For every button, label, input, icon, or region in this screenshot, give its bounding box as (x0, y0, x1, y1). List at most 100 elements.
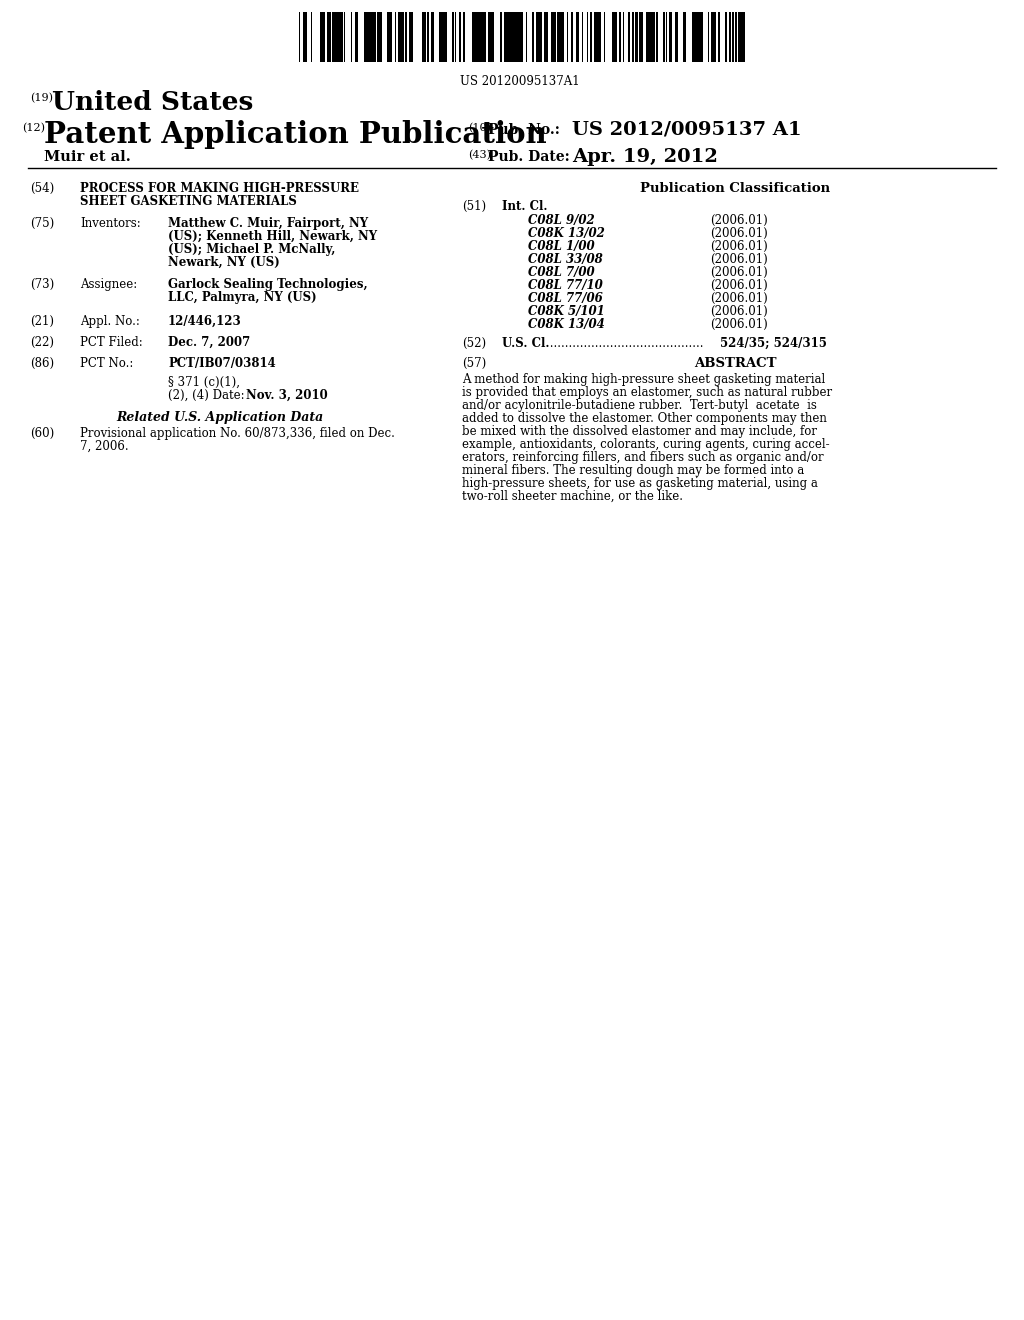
Bar (337, 12, 339, 62)
Bar (432, 12, 433, 62)
Text: (2006.01): (2006.01) (710, 292, 768, 305)
Text: (54): (54) (30, 182, 54, 195)
Bar (401, 12, 402, 62)
Text: ABSTRACT: ABSTRACT (693, 356, 776, 370)
Text: Int. Cl.: Int. Cl. (502, 201, 548, 213)
Text: US 2012/0095137 A1: US 2012/0095137 A1 (572, 120, 802, 139)
Bar (587, 12, 588, 62)
Text: erators, reinforcing fillers, and fibers such as organic and/or: erators, reinforcing fillers, and fibers… (462, 451, 823, 465)
Bar (536, 12, 539, 62)
Bar (339, 12, 341, 62)
Text: U.S. Cl.: U.S. Cl. (502, 337, 550, 350)
Bar (372, 12, 374, 62)
Text: (86): (86) (30, 356, 54, 370)
Text: PCT/IB07/03814: PCT/IB07/03814 (168, 356, 275, 370)
Bar (412, 12, 413, 62)
Text: (US); Kenneth Hill, Newark, NY: (US); Kenneth Hill, Newark, NY (168, 230, 377, 243)
Text: (75): (75) (30, 216, 54, 230)
Bar (675, 12, 678, 62)
Text: Pub. Date:: Pub. Date: (488, 150, 569, 164)
Bar (327, 12, 329, 62)
Text: LLC, Palmyra, NY (US): LLC, Palmyra, NY (US) (168, 290, 316, 304)
Text: (21): (21) (30, 315, 54, 327)
Text: (60): (60) (30, 426, 54, 440)
Text: Nov. 3, 2010: Nov. 3, 2010 (246, 389, 328, 403)
Text: Publication Classification: Publication Classification (640, 182, 830, 195)
Bar (640, 12, 641, 62)
Text: 12/446,123: 12/446,123 (168, 315, 242, 327)
Text: C08L 9/02: C08L 9/02 (528, 214, 595, 227)
Text: United States: United States (52, 90, 253, 115)
Bar (367, 12, 369, 62)
Bar (452, 12, 454, 62)
Bar (409, 12, 412, 62)
Bar (714, 12, 716, 62)
Bar (504, 12, 507, 62)
Text: C08K 13/04: C08K 13/04 (528, 318, 605, 331)
Bar (519, 12, 522, 62)
Text: Muir et al.: Muir et al. (44, 150, 131, 164)
Bar (310, 12, 312, 62)
Text: (US); Michael P. McNally,: (US); Michael P. McNally, (168, 243, 336, 256)
Bar (628, 12, 630, 62)
Bar (478, 12, 480, 62)
Bar (739, 12, 742, 62)
Text: (57): (57) (462, 356, 486, 370)
Text: Appl. No.:: Appl. No.: (80, 315, 140, 327)
Bar (324, 12, 325, 62)
Bar (303, 12, 305, 62)
Bar (552, 12, 553, 62)
Bar (379, 12, 382, 62)
Text: C08L 77/06: C08L 77/06 (528, 292, 603, 305)
Bar (562, 12, 564, 62)
Text: (2006.01): (2006.01) (710, 214, 768, 227)
Bar (481, 12, 483, 62)
Bar (515, 12, 516, 62)
Bar (635, 12, 638, 62)
Bar (612, 12, 615, 62)
Text: (2006.01): (2006.01) (710, 279, 768, 292)
Text: Related U.S. Application Data: Related U.S. Application Data (117, 411, 324, 424)
Bar (669, 12, 672, 62)
Text: 7, 2006.: 7, 2006. (80, 440, 129, 453)
Text: is provided that employs an elastomer, such as natural rubber: is provided that employs an elastomer, s… (462, 385, 833, 399)
Bar (560, 12, 562, 62)
Bar (683, 12, 684, 62)
Text: C08K 13/02: C08K 13/02 (528, 227, 605, 240)
Bar (597, 12, 600, 62)
Bar (512, 12, 514, 62)
Bar (546, 12, 548, 62)
Text: Apr. 19, 2012: Apr. 19, 2012 (572, 148, 718, 166)
Text: (2006.01): (2006.01) (710, 305, 768, 318)
Text: be mixed with the dissolved elastomer and may include, for: be mixed with the dissolved elastomer an… (462, 425, 817, 438)
Text: PCT No.:: PCT No.: (80, 356, 133, 370)
Text: (12): (12) (22, 123, 45, 133)
Bar (305, 12, 306, 62)
Bar (374, 12, 376, 62)
Text: added to dissolve the elastomer. Other components may then: added to dissolve the elastomer. Other c… (462, 412, 826, 425)
Bar (364, 12, 365, 62)
Text: C08L 7/00: C08L 7/00 (528, 267, 595, 279)
Text: Garlock Sealing Technologies,: Garlock Sealing Technologies, (168, 279, 368, 290)
Text: Dec. 7, 2007: Dec. 7, 2007 (168, 337, 250, 348)
Bar (701, 12, 703, 62)
Bar (651, 12, 654, 62)
Bar (544, 12, 546, 62)
Bar (708, 12, 709, 62)
Bar (440, 12, 442, 62)
Text: mineral fibers. The resulting dough may be formed into a: mineral fibers. The resulting dough may … (462, 465, 804, 477)
Bar (532, 12, 534, 62)
Bar (698, 12, 701, 62)
Bar (341, 12, 342, 62)
Bar (387, 12, 388, 62)
Bar (639, 12, 640, 62)
Bar (507, 12, 510, 62)
Bar (442, 12, 445, 62)
Text: § 371 (c)(1),: § 371 (c)(1), (168, 376, 240, 389)
Text: (10): (10) (468, 123, 490, 133)
Bar (459, 12, 461, 62)
Bar (594, 12, 597, 62)
Bar (332, 12, 335, 62)
Text: Assignee:: Assignee: (80, 279, 137, 290)
Bar (370, 12, 372, 62)
